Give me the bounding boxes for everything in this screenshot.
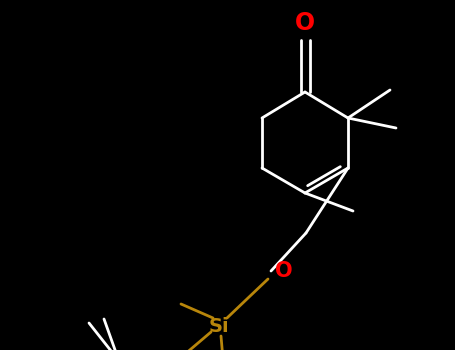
Text: Si: Si — [209, 316, 229, 336]
Text: O: O — [295, 11, 315, 35]
Text: O: O — [275, 261, 293, 281]
